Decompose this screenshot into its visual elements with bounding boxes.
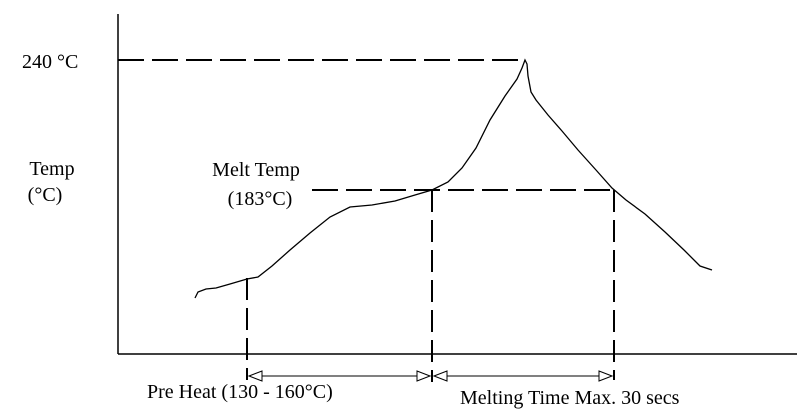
melt-temp-label-line1: Melt Temp — [212, 159, 300, 181]
preheat-arrow-left-head — [247, 370, 263, 382]
melting-time-label: Melting Time Max. 30 secs — [460, 387, 680, 409]
y-axis-label-line2: (°C) — [28, 184, 63, 206]
preheat-label: Pre Heat (130 - 160°C) — [147, 381, 333, 403]
melt-temp-label-line2: (183°C) — [228, 188, 293, 210]
preheat-arrow-right-head — [416, 370, 432, 382]
melting-time-arrow-left-head — [432, 370, 448, 382]
peak-temp-label: 240 °C — [22, 51, 78, 73]
y-axis-label-line1: Temp — [29, 158, 74, 180]
temperature-profile-curve — [194, 58, 713, 299]
melting-time-arrow-right-head — [598, 370, 614, 382]
